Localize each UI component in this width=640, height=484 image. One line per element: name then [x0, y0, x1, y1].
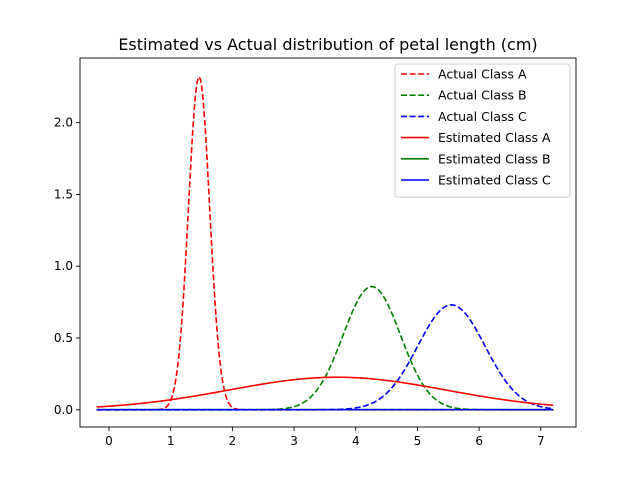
axes-layer: 0 1 2 3 4 5 6 7 0.0 0.5 1.0 1.5 2.0 — [54, 57, 577, 448]
y-tick-label: 0.0 — [54, 403, 73, 417]
curves-layer — [96, 75, 554, 411]
legend-label-actual-class-b: Actual Class B — [438, 88, 527, 103]
x-tick-label: 2 — [229, 434, 237, 448]
y-tick-label: 1.0 — [54, 259, 73, 273]
y-tick-label: 1.5 — [54, 187, 73, 201]
legend: Actual Class A Actual Class B Actual Class… — [394, 63, 571, 198]
y-tick-label: 0.5 — [54, 331, 73, 345]
x-tick-label: 7 — [537, 434, 545, 448]
legend-label-estimated-class-b: Estimated Class B — [438, 151, 551, 166]
x-tick-label: 3 — [290, 434, 298, 448]
x-tick-label: 4 — [352, 434, 360, 448]
y-tick-label: 2.0 — [54, 116, 73, 130]
legend-label-actual-class-c: Actual Class C — [438, 109, 527, 124]
series-line-estimated-class-a — [96, 376, 554, 408]
legend-label-estimated-class-a: Estimated Class A — [438, 130, 551, 145]
legend-label-actual-class-a: Actual Class A — [438, 67, 527, 82]
x-tick-label: 5 — [414, 434, 422, 448]
x-tick-label: 6 — [475, 434, 483, 448]
legend-box — [394, 63, 571, 198]
x-tick-label: 0 — [105, 434, 113, 448]
x-tick-label: 1 — [167, 434, 175, 448]
legend-label-estimated-class-c: Estimated Class C — [438, 173, 551, 188]
chart-title: Estimated vs Actual distribution of peta… — [118, 35, 537, 54]
plot-frame — [79, 57, 577, 428]
